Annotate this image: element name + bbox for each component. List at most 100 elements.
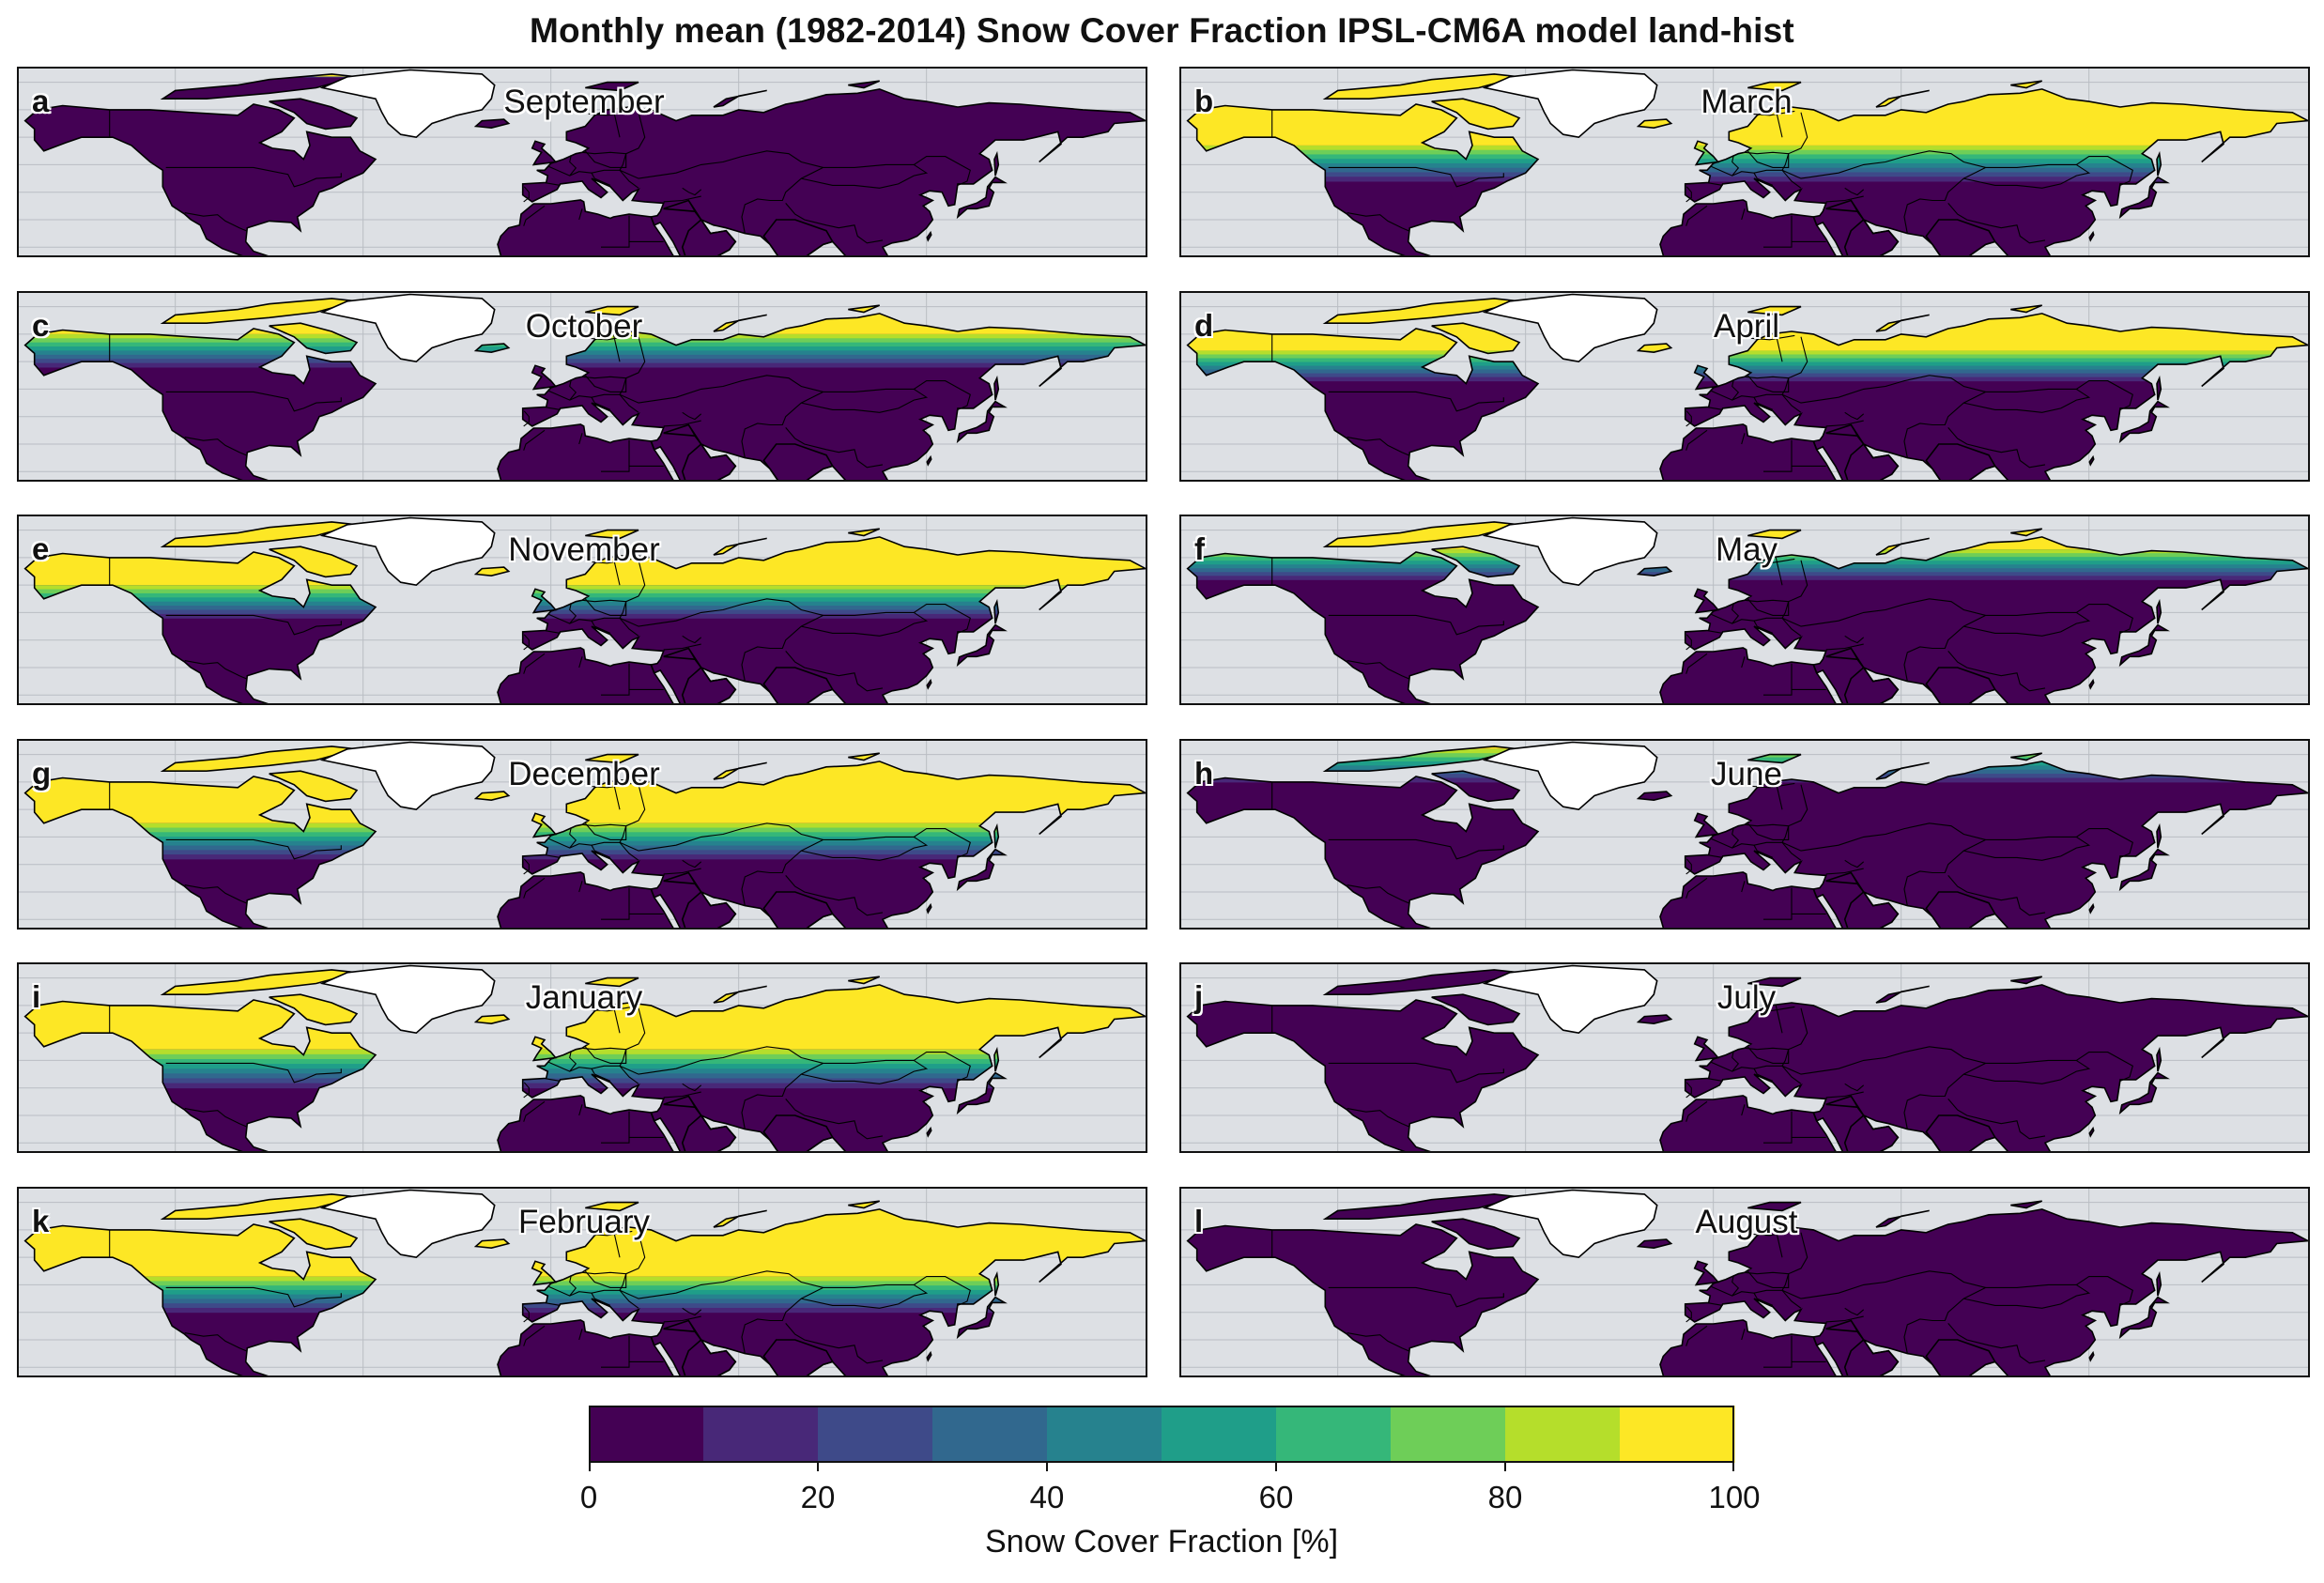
- border-line: [1850, 648, 1865, 669]
- border-line: [1685, 877, 1708, 899]
- colorbar-tick-label: 80: [1488, 1480, 1523, 1514]
- border-line: [581, 599, 626, 603]
- snow-gradient-band: [24, 1078, 1146, 1084]
- map-panel-a: a September: [17, 67, 1147, 257]
- border-line: [1850, 423, 1865, 444]
- border-line: [601, 1360, 630, 1368]
- coast-taiwan: [926, 678, 932, 690]
- border-line: [1763, 913, 1793, 920]
- border-line: [1347, 660, 1409, 680]
- coast-baffin: [269, 1217, 359, 1250]
- panel-month-label: March: [1701, 84, 1793, 120]
- colorbar-tick-label: 40: [1030, 1480, 1065, 1514]
- coast-svalbard: [585, 753, 639, 763]
- border-line: [1947, 1322, 2046, 1363]
- coast-sakhalin: [2156, 822, 2162, 848]
- border-line: [1685, 653, 1708, 674]
- border-line: [612, 1229, 621, 1257]
- country-borders: [1271, 109, 2133, 248]
- coast-africa: [497, 199, 674, 255]
- border-line: [612, 333, 621, 361]
- coast-japan: [956, 176, 1008, 220]
- greenland-ice-sheet: [1482, 516, 1658, 587]
- border-line: [612, 557, 621, 586]
- panel-month-label: November: [508, 531, 660, 568]
- coast-severnaya: [2010, 1199, 2043, 1208]
- border-line: [801, 163, 929, 189]
- border-line: [1710, 1051, 1740, 1072]
- border-line: [1685, 1305, 1692, 1322]
- greenland-ice-sheet: [319, 69, 496, 139]
- border-line: [601, 689, 630, 696]
- border-line: [619, 1065, 639, 1084]
- snow-gradient-band: [24, 1073, 1146, 1079]
- border-line: [619, 560, 971, 634]
- border-line: [801, 1283, 929, 1309]
- coast-iceland: [1636, 118, 1673, 130]
- coast-iceland: [1636, 566, 1673, 577]
- coast-india: [1925, 219, 1996, 255]
- coast-india: [762, 442, 834, 480]
- border-line: [1750, 1230, 1795, 1236]
- snow-gradient-band: [24, 1276, 1146, 1282]
- snow-gradient-band: [24, 358, 1146, 363]
- border-line: [1747, 598, 1790, 616]
- coast-novaya-zemlya: [713, 89, 767, 108]
- coast-arabian: [663, 1095, 737, 1151]
- border-line: [1750, 1006, 1795, 1012]
- border-line: [785, 874, 884, 915]
- border-line: [523, 653, 546, 674]
- coast-novaya-zemlya: [1875, 537, 1930, 556]
- snow-map-e: [19, 516, 1146, 703]
- border-line: [584, 1269, 627, 1288]
- border-line: [687, 423, 702, 444]
- border-line: [569, 1065, 620, 1072]
- border-line: [687, 648, 702, 669]
- map-panel-l: l August: [1179, 1186, 2310, 1377]
- border-line: [682, 1083, 702, 1092]
- border-line: [741, 1286, 823, 1354]
- coast-great-britain: [531, 1259, 558, 1285]
- border-line: [1753, 396, 1774, 410]
- border-line: [785, 1099, 884, 1140]
- snow-gradient-band: [1187, 177, 2308, 182]
- coast-india: [762, 1338, 834, 1376]
- border-line: [1903, 838, 1986, 906]
- snow-gradient-band: [1187, 361, 2308, 366]
- country-borders: [1271, 557, 2133, 696]
- border-line: [741, 391, 823, 458]
- coast-severnaya: [2010, 303, 2043, 313]
- border-line: [1707, 630, 1723, 634]
- snow-gradient-band: [1187, 349, 2308, 355]
- border-line: [588, 782, 633, 788]
- snow-map-f: [1181, 516, 2308, 703]
- snow-gradient-band: [1187, 353, 2308, 359]
- coast-severnaya: [848, 1199, 881, 1208]
- border-line: [523, 1325, 546, 1346]
- country-borders: [1271, 781, 2133, 920]
- country-borders: [109, 333, 971, 472]
- snow-gradient-band: [24, 831, 1146, 838]
- snow-gradient-band: [24, 76, 1146, 78]
- coast-taiwan: [2088, 230, 2095, 242]
- border-line: [741, 1062, 823, 1130]
- coast-japan: [2118, 176, 2170, 220]
- border-line: [601, 913, 630, 920]
- coast-severnaya: [848, 80, 881, 89]
- snow-gradient-band: [24, 822, 1146, 828]
- border-line: [1328, 391, 1504, 411]
- border-line: [1850, 871, 1865, 892]
- coast-taiwan: [926, 454, 932, 467]
- border-line: [682, 859, 702, 868]
- border-line: [184, 212, 247, 232]
- border-line: [1685, 1325, 1708, 1346]
- border-line: [1903, 166, 1986, 234]
- snow-gradient-band: [24, 1058, 1146, 1065]
- coast-sakhalin: [2156, 598, 2162, 624]
- coast-great-britain: [531, 363, 558, 390]
- border-line: [1825, 643, 1864, 651]
- panel-month-label: January: [525, 979, 643, 1016]
- coast-iceland: [1636, 1237, 1673, 1249]
- border-line: [1903, 614, 1986, 682]
- border-line: [785, 203, 884, 244]
